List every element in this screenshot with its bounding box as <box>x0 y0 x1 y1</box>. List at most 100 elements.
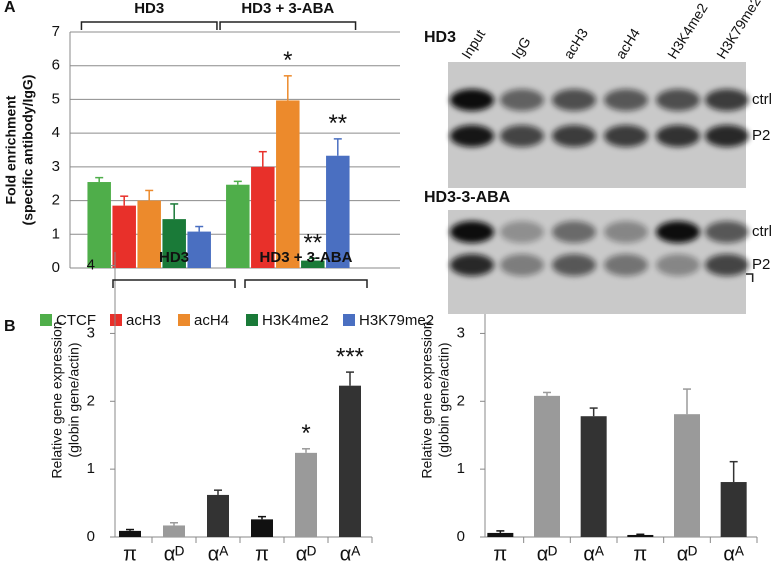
y-axis-label: (specific antibody/IgG) <box>20 75 36 226</box>
bracket <box>219 21 357 30</box>
x-tick-label: αᴬ <box>340 543 362 565</box>
y-tick-label: 4 <box>52 124 60 141</box>
x-tick-label: π <box>255 543 269 565</box>
group-label: HD3 + 3-ABA <box>260 249 353 266</box>
group-label: HD3 <box>159 249 189 266</box>
gel-band <box>604 125 648 147</box>
bracket <box>112 279 236 288</box>
gel-band <box>450 89 494 111</box>
y-tick-label: 6 <box>52 57 60 74</box>
bracket <box>80 21 218 30</box>
gel-band <box>604 89 648 111</box>
legend-swatch <box>40 314 52 326</box>
significance: * <box>283 47 292 74</box>
bar <box>137 200 161 268</box>
gel-band <box>500 221 544 243</box>
y-tick-label: 3 <box>87 324 95 341</box>
gel-band <box>705 89 749 111</box>
legend-swatch <box>110 314 122 326</box>
lane-label: IgG <box>508 34 534 62</box>
x-tick-label: αᴰ <box>296 543 317 565</box>
gel-band <box>705 221 749 243</box>
bar <box>627 534 654 537</box>
panel-label: B <box>4 318 16 335</box>
bar <box>112 205 136 268</box>
y-tick-label: 3 <box>457 324 465 341</box>
lane-label: acH3 <box>560 25 591 61</box>
x-tick-label: π <box>493 543 507 565</box>
bar <box>163 525 185 537</box>
lane-label: H3K79me2 <box>713 0 764 62</box>
gel-band <box>552 254 596 276</box>
legend-swatch <box>343 314 355 326</box>
y-tick-label: 2 <box>52 192 60 209</box>
lane-label: Input <box>458 27 488 62</box>
bar <box>534 395 560 537</box>
bar <box>251 519 273 537</box>
gel-title: HD3 <box>424 29 456 46</box>
band-label: ctrl <box>752 223 772 240</box>
bar <box>295 452 317 537</box>
y-tick-label: 2 <box>457 392 465 409</box>
y-tick-label: 7 <box>52 23 60 40</box>
bar <box>187 231 211 268</box>
gel-band <box>552 125 596 147</box>
gel-band <box>604 254 648 276</box>
gel-band <box>450 221 494 243</box>
gel-band <box>705 125 749 147</box>
x-tick-label: αᴰ <box>677 543 698 565</box>
x-tick-label: π <box>123 543 137 565</box>
bar <box>674 414 700 537</box>
y-tick-label: 0 <box>457 528 465 545</box>
x-tick-label: αᴰ <box>537 543 558 565</box>
bar <box>720 482 747 537</box>
y-tick-label: 3 <box>52 158 60 175</box>
gel-band <box>705 254 749 276</box>
gel-band <box>656 221 700 243</box>
bar <box>207 494 229 537</box>
x-tick-label: π <box>633 543 647 565</box>
panel-label: A <box>4 0 16 16</box>
legend-label: H3K4me2 <box>262 312 329 329</box>
gel-band <box>552 221 596 243</box>
x-tick-label: αᴰ <box>164 543 185 565</box>
bar <box>276 100 300 268</box>
y-axis-label: Relative gene expression <box>49 321 65 478</box>
bar <box>580 416 607 537</box>
gel-band <box>656 125 700 147</box>
bar <box>87 182 111 268</box>
lane-label: acH4 <box>612 25 643 61</box>
band-label: ctrl <box>752 91 772 108</box>
y-axis-label: Relative gene expression <box>419 321 435 478</box>
bar <box>119 530 141 537</box>
gel-band <box>552 89 596 111</box>
legend-swatch <box>178 314 190 326</box>
x-tick-label: αᴬ <box>208 543 230 565</box>
legend-swatch <box>246 314 258 326</box>
gel-band <box>604 221 648 243</box>
gel-band <box>500 254 544 276</box>
gel-band <box>450 125 494 147</box>
bar <box>487 532 514 537</box>
legend-label: acH4 <box>194 312 229 329</box>
y-tick-label: 1 <box>87 460 95 477</box>
bracket <box>244 279 368 288</box>
bar <box>339 385 361 537</box>
y-tick-label: 1 <box>52 225 60 242</box>
significance: * <box>301 420 310 447</box>
x-tick-label: αᴬ <box>583 543 605 565</box>
band-label: P2 <box>752 256 770 273</box>
y-tick-label: 1 <box>457 460 465 477</box>
group-label: HD3 + 3-ABA <box>241 0 334 17</box>
gel-title: HD3-3-ABA <box>424 189 511 206</box>
gel-band <box>656 89 700 111</box>
legend-label: acH3 <box>126 312 161 329</box>
y-axis-label: (globin gene/actin) <box>436 342 452 457</box>
y-axis-label: (globin gene/actin) <box>66 342 82 457</box>
gel-band <box>500 125 544 147</box>
gel-band <box>656 254 700 276</box>
significance: ** <box>303 230 322 257</box>
gel-band <box>450 254 494 276</box>
significance: *** <box>336 343 364 370</box>
